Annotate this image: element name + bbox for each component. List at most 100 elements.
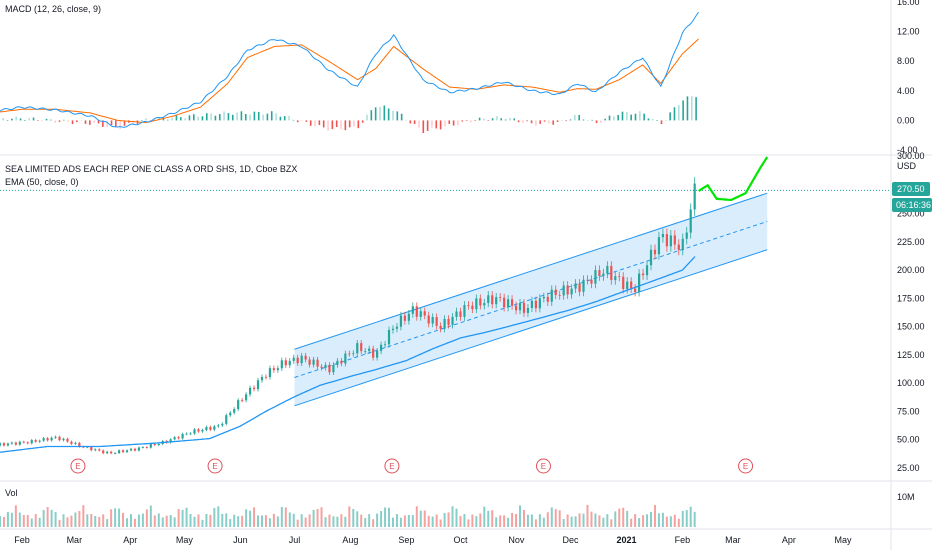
macd-histogram-bar: [392, 110, 394, 121]
macd-histogram-bar: [253, 111, 256, 121]
ema-legend[interactable]: EMA (50, close, 0): [5, 177, 79, 187]
volume-bar: [542, 517, 545, 527]
macd-histogram-bar: [210, 113, 212, 121]
volume-panel[interactable]: Vol 10M: [0, 488, 915, 527]
candle-body: [284, 360, 287, 366]
projection-drawing[interactable]: [698, 156, 769, 202]
earnings-marker[interactable]: [535, 458, 551, 474]
candle-body: [673, 235, 676, 245]
time-axis-label: Aug: [342, 535, 358, 545]
macd-histogram-bar: [71, 120, 74, 125]
macd-panel[interactable]: MACD (12, 26, close, 9) 16.00 12.00 8.00 4.…: [0, 0, 920, 155]
volume-bar: [169, 515, 172, 527]
earnings-marker[interactable]: [738, 458, 754, 474]
regression-channel-middle[interactable]: [294, 220, 768, 379]
candle-body: [368, 348, 371, 352]
macd-histogram-bar: [292, 119, 295, 121]
candle-body: [34, 440, 37, 442]
time-axis[interactable]: Feb Mar Apr May Jun Jul Aug Sep Oct Nov Dec 2021 Feb…: [14, 535, 852, 545]
macd-histogram-bar: [244, 113, 247, 121]
macd-histogram-bar: [171, 117, 173, 121]
candle-body: [645, 265, 649, 276]
volume-bar: [519, 505, 522, 527]
candle-body: [427, 315, 430, 324]
candle-body: [558, 294, 561, 296]
candle-body: [276, 368, 279, 371]
volume-bar: [312, 509, 315, 527]
macd-histogram-bar: [115, 120, 117, 128]
symbol-title[interactable]: SEA LIMITED ADS EACH REP ONE CLASS A ORD…: [5, 164, 297, 174]
volume-bar: [292, 513, 295, 527]
regression-channel-lower[interactable]: [294, 249, 768, 407]
price-axis[interactable]: 250.00 225.00 200.00 175.00 150.00 125.00 100.…: [897, 151, 925, 473]
candle-body: [665, 234, 668, 247]
candle-body: [280, 360, 283, 369]
volume-bar: [58, 519, 61, 527]
volume-bar: [241, 515, 244, 527]
candle-body: [233, 409, 236, 413]
volume-bar: [94, 516, 97, 527]
volume-bar: [336, 516, 339, 527]
candle-body: [0, 443, 2, 446]
volume-bar: [165, 515, 168, 527]
macd-histogram-bar: [673, 107, 676, 121]
macd-histogram-bar: [305, 120, 308, 122]
macd-histogram-bar: [461, 120, 464, 122]
macd-histogram-bar: [422, 120, 425, 134]
macd-histogram-bar: [32, 117, 35, 121]
macd-histogram-bar: [275, 113, 277, 121]
macd-histogram-bar: [452, 120, 455, 126]
candle-body: [431, 317, 434, 324]
candle-body: [538, 298, 541, 309]
candle-body: [50, 437, 53, 441]
macd-histogram-bar: [19, 118, 22, 121]
volume-tick-10m: 10M: [897, 492, 915, 502]
macd-histogram-bar: [309, 120, 312, 126]
macd-histogram-bar: [621, 111, 624, 121]
volume-bar: [491, 510, 494, 527]
volume-bar: [435, 514, 438, 527]
macd-histogram-bar: [448, 120, 451, 124]
candle-body: [510, 299, 514, 306]
volume-bar: [368, 514, 371, 527]
macd-histogram-bar: [634, 113, 637, 121]
volume-bar: [467, 519, 470, 527]
volume-bar: [66, 517, 69, 527]
volume-bar: [479, 513, 482, 527]
macd-histogram-bar: [353, 120, 355, 127]
macd-histogram-bar: [348, 120, 351, 128]
macd-price-axis[interactable]: 16.00 12.00 8.00 4.00 0.00 -4.00: [897, 0, 920, 155]
macd-histogram-bar: [249, 114, 251, 121]
volume-bar: [661, 512, 664, 527]
macd-histogram-bar: [24, 120, 26, 121]
macd-histogram-bar: [643, 113, 645, 121]
volume-bar: [499, 515, 502, 527]
earnings-marker[interactable]: [70, 458, 86, 474]
candle-body: [336, 360, 339, 365]
candle-body: [379, 344, 383, 351]
macd-histogram-bar: [54, 120, 57, 123]
candle-body: [145, 447, 148, 448]
macd-histogram-bar: [314, 120, 316, 127]
macd-histogram-bar: [15, 116, 18, 121]
macd-histogram-bar: [682, 100, 684, 121]
candle-body: [74, 442, 77, 444]
candle-body: [495, 297, 498, 305]
earnings-marker[interactable]: [207, 458, 223, 474]
candle-body: [415, 306, 418, 317]
volume-bar: [328, 514, 331, 527]
candle-body: [435, 317, 438, 326]
candle-body: [217, 425, 220, 427]
candle-body: [439, 325, 442, 329]
candle-body: [332, 364, 335, 373]
countdown-tag: [892, 198, 932, 212]
volume-bar: [185, 507, 188, 527]
earnings-marker[interactable]: [384, 458, 400, 474]
macd-histogram-bar: [223, 111, 225, 121]
candle-body: [241, 400, 244, 401]
macd-histogram-bar: [591, 119, 593, 121]
volume-bar: [594, 513, 597, 527]
price-panel[interactable]: E E E E E SEA LIMITED ADS EACH REP ONE CLASS…: [0, 151, 932, 474]
regression-channel-upper[interactable]: [294, 192, 768, 350]
macd-histogram-bar: [565, 120, 568, 122]
